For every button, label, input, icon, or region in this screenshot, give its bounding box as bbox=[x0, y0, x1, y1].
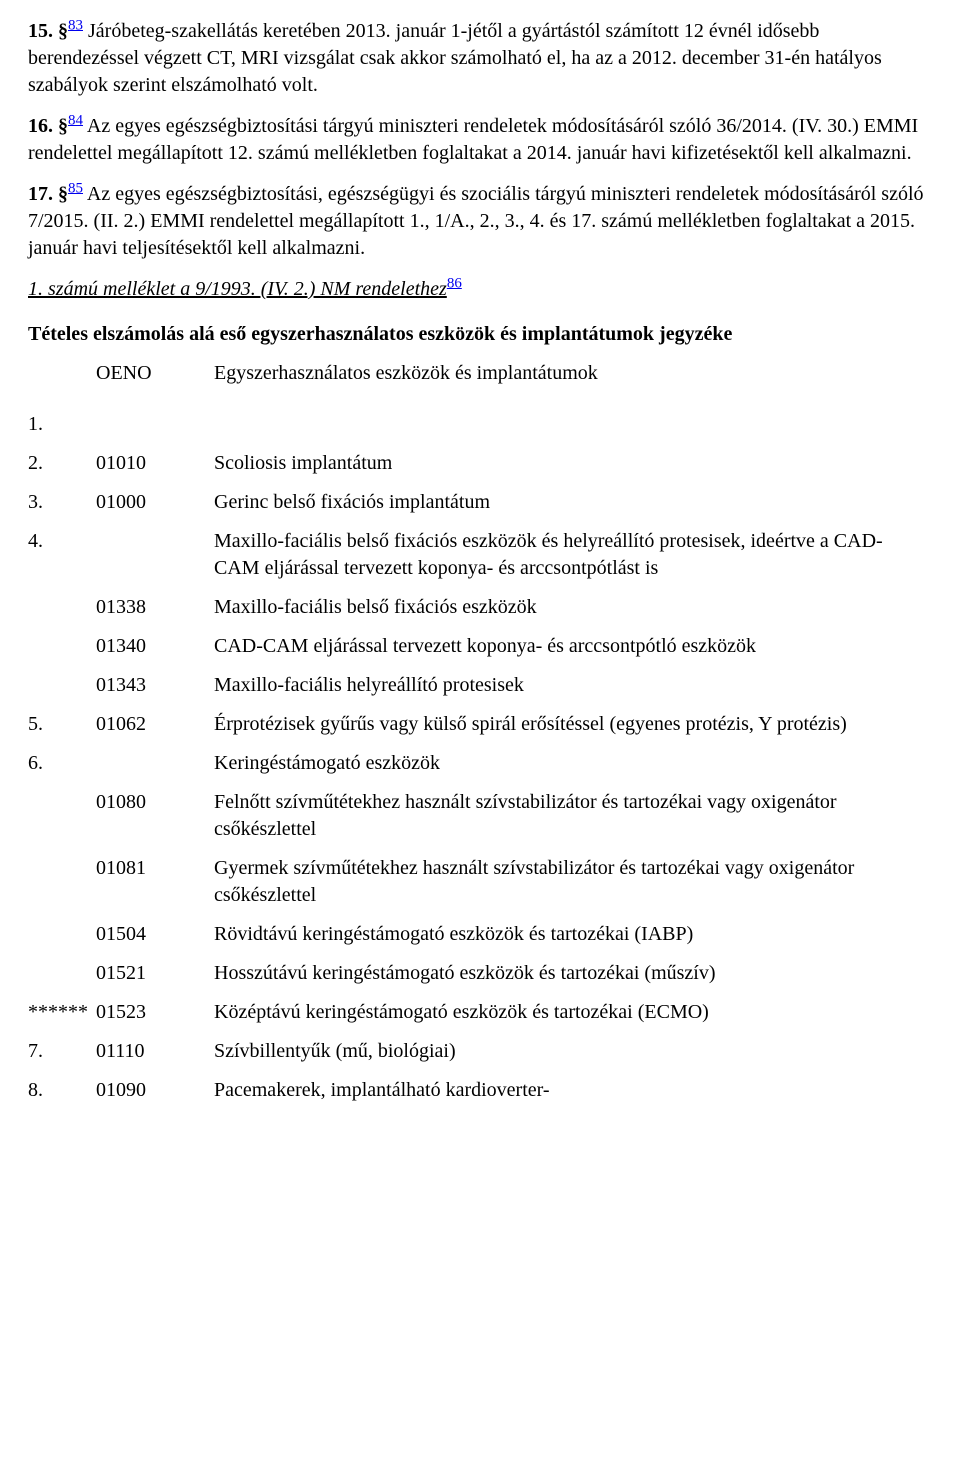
row-number bbox=[28, 954, 96, 993]
row-description: Középtávú keringéstámogató eszközök és t… bbox=[214, 993, 932, 1032]
table-row: 6. Keringéstámogató eszközök bbox=[28, 744, 932, 783]
row-description: Maxillo-faciális belső fixációs eszközök bbox=[214, 588, 932, 627]
row-description: Pacemakerek, implantálható kardioverter- bbox=[214, 1071, 932, 1110]
row-description: Szívbillentyűk (mű, biológiai) bbox=[214, 1032, 932, 1071]
table-row: 01338Maxillo-faciális belső fixációs esz… bbox=[28, 588, 932, 627]
row-number: 6. bbox=[28, 744, 96, 783]
table-row: 8.01090Pacemakerek, implantálható kardio… bbox=[28, 1071, 932, 1110]
table-row: 01504Rövidtávú keringéstámogató eszközök… bbox=[28, 915, 932, 954]
para17-number: 17. § bbox=[28, 183, 68, 205]
table-row: ******01523Középtávú keringéstámogató es… bbox=[28, 993, 932, 1032]
table-row: 01340CAD-CAM eljárással tervezett kopony… bbox=[28, 627, 932, 666]
row-oeno-code: 01080 bbox=[96, 783, 214, 849]
para15-number: 15. § bbox=[28, 20, 68, 42]
row-description: Gyermek szívműtétekhez használt szívstab… bbox=[214, 849, 932, 915]
footnote-link-83[interactable]: 83 bbox=[68, 17, 83, 33]
row-number: 1. bbox=[28, 405, 96, 444]
row-number: 2. bbox=[28, 444, 96, 483]
row-number bbox=[28, 849, 96, 915]
row-oeno-code: 01523 bbox=[96, 993, 214, 1032]
table-row: 01521Hosszútávú keringéstámogató eszközö… bbox=[28, 954, 932, 993]
row-number: 8. bbox=[28, 1071, 96, 1110]
row-oeno-code: 01343 bbox=[96, 666, 214, 705]
paragraph-17: 17. §85 Az egyes egészségbiztosítási, eg… bbox=[28, 181, 932, 262]
row-description: Gerinc belső fixációs implantátum bbox=[214, 483, 932, 522]
row-number: 4. bbox=[28, 522, 96, 588]
row-oeno-code bbox=[96, 522, 214, 588]
row-oeno-code: 01504 bbox=[96, 915, 214, 954]
footnote-link-84[interactable]: 84 bbox=[68, 112, 83, 128]
items-table: 1.2.01010Scoliosis implantátum3.01000Ger… bbox=[28, 405, 932, 1110]
table-row: 2.01010Scoliosis implantátum bbox=[28, 444, 932, 483]
header-oeno: OENO bbox=[96, 354, 214, 393]
para17-text: Az egyes egészségbiztosítási, egészségüg… bbox=[28, 183, 924, 259]
row-oeno-code: 01110 bbox=[96, 1032, 214, 1071]
attachment-title-text: 1. számú melléklet a 9/1993. (IV. 2.) NM… bbox=[28, 278, 447, 300]
row-oeno-code: 01521 bbox=[96, 954, 214, 993]
table-row: 01343Maxillo-faciális helyreállító prote… bbox=[28, 666, 932, 705]
table-row: 3.01000Gerinc belső fixációs implantátum bbox=[28, 483, 932, 522]
row-number bbox=[28, 627, 96, 666]
row-oeno-code: 01062 bbox=[96, 705, 214, 744]
table-row: 1. bbox=[28, 405, 932, 444]
row-number: 3. bbox=[28, 483, 96, 522]
footnote-link-86[interactable]: 86 bbox=[447, 275, 462, 291]
row-description: Scoliosis implantátum bbox=[214, 444, 932, 483]
row-number: ****** bbox=[28, 993, 96, 1032]
para16-number: 16. § bbox=[28, 115, 68, 137]
row-oeno-code: 01000 bbox=[96, 483, 214, 522]
paragraph-15: 15. §83 Járóbeteg-szakellátás keretében … bbox=[28, 18, 932, 99]
row-number bbox=[28, 915, 96, 954]
row-description: Rövidtávú keringéstámogató eszközök és t… bbox=[214, 915, 932, 954]
para16-text: Az egyes egészségbiztosítási tárgyú mini… bbox=[28, 115, 918, 164]
row-description bbox=[214, 405, 932, 444]
row-oeno-code: 01081 bbox=[96, 849, 214, 915]
row-number: 7. bbox=[28, 1032, 96, 1071]
table-row: 01080Felnőtt szívműtétekhez használt szí… bbox=[28, 783, 932, 849]
row-description: Keringéstámogató eszközök bbox=[214, 744, 932, 783]
row-description: Hosszútávú keringéstámogató eszközök és … bbox=[214, 954, 932, 993]
row-oeno-code: 01010 bbox=[96, 444, 214, 483]
row-number bbox=[28, 666, 96, 705]
row-description: Érprotézisek gyűrűs vagy külső spirál er… bbox=[214, 705, 932, 744]
row-description: CAD-CAM eljárással tervezett koponya- és… bbox=[214, 627, 932, 666]
section-heading: Tételes elszámolás alá eső egyszerhaszná… bbox=[28, 321, 932, 348]
table-row: 7.01110Szívbillentyűk (mű, biológiai) bbox=[28, 1032, 932, 1071]
row-oeno-code bbox=[96, 744, 214, 783]
row-number bbox=[28, 588, 96, 627]
row-oeno-code bbox=[96, 405, 214, 444]
table-row: 4. Maxillo-faciális belső fixációs eszköz… bbox=[28, 522, 932, 588]
header-desc: Egyszerhasználatos eszközök és implantát… bbox=[214, 354, 932, 393]
row-number: 5. bbox=[28, 705, 96, 744]
row-description: Maxillo-faciális belső fixációs eszközök… bbox=[214, 522, 932, 588]
row-description: Felnőtt szívműtétekhez használt szívstab… bbox=[214, 783, 932, 849]
row-oeno-code: 01338 bbox=[96, 588, 214, 627]
row-description: Maxillo-faciális helyreállító protesisek bbox=[214, 666, 932, 705]
table-row: 5.01062Érprotézisek gyűrűs vagy külső sp… bbox=[28, 705, 932, 744]
table-row: 01081Gyermek szívműtétekhez használt szí… bbox=[28, 849, 932, 915]
footnote-link-85[interactable]: 85 bbox=[68, 180, 83, 196]
paragraph-16: 16. §84 Az egyes egészségbiztosítási tár… bbox=[28, 113, 932, 167]
para15-text: Járóbeteg-szakellátás keretében 2013. ja… bbox=[28, 20, 882, 96]
row-oeno-code: 01090 bbox=[96, 1071, 214, 1110]
row-number bbox=[28, 783, 96, 849]
attachment-title: 1. számú melléklet a 9/1993. (IV. 2.) NM… bbox=[28, 276, 932, 303]
row-oeno-code: 01340 bbox=[96, 627, 214, 666]
column-headers: OENO Egyszerhasználatos eszközök és impl… bbox=[28, 354, 932, 393]
